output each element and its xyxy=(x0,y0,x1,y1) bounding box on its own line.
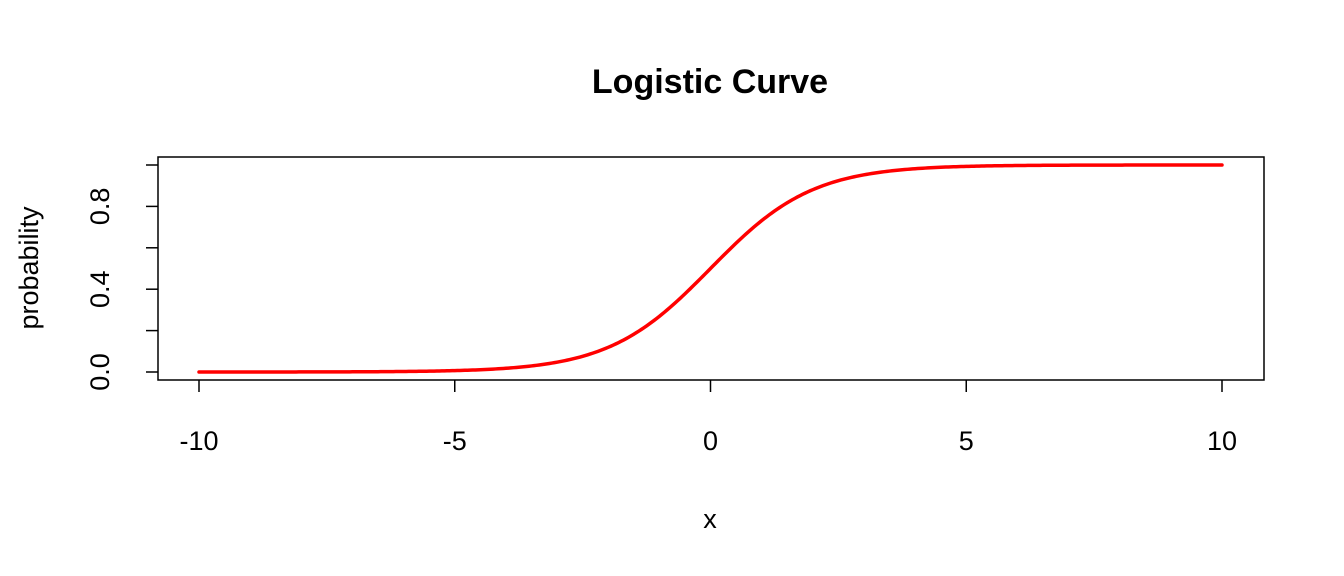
x-tick-label: -5 xyxy=(443,426,467,456)
series-line-logistic xyxy=(197,163,1224,374)
x-axis: -10 -5 0 5 10 xyxy=(179,380,1237,456)
y-tick-label: 0.8 xyxy=(85,188,115,226)
y-axis-label: probability xyxy=(14,206,44,330)
x-tick-label: 0 xyxy=(703,426,718,456)
chart-title: Logistic Curve xyxy=(592,63,828,101)
x-tick-label: -10 xyxy=(179,426,218,456)
x-tick-label: 10 xyxy=(1207,426,1237,456)
x-tick-label: 5 xyxy=(959,426,974,456)
x-axis-label: x xyxy=(703,504,717,534)
y-tick-label: 0.4 xyxy=(85,270,115,308)
y-axis: 0.0 0.4 0.8 xyxy=(85,164,158,391)
y-tick-label: 0.0 xyxy=(85,353,115,391)
